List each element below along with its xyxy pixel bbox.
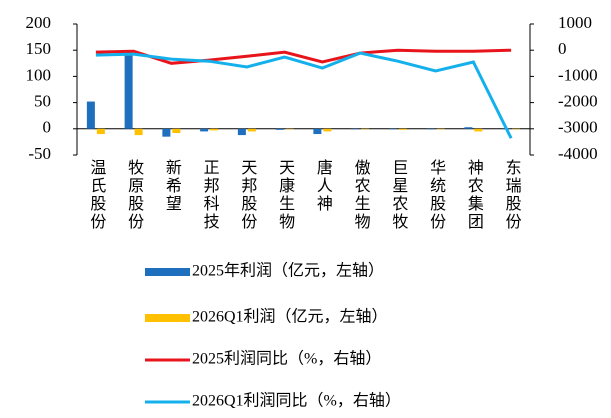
bar	[124, 50, 133, 129]
bar	[86, 101, 95, 129]
x-tick-label: 神农集团	[465, 159, 484, 231]
bar	[96, 128, 105, 135]
x-tick-label: 正邦科技	[201, 159, 220, 231]
bar	[426, 128, 435, 130]
bar	[162, 128, 171, 137]
legend-label: 2025利润同比（%，右轴）	[192, 350, 381, 368]
bar	[351, 128, 360, 130]
x-tick-label: 牧原股份	[125, 159, 144, 231]
x-tick-label: 华统股份	[427, 159, 446, 231]
y2-tick-label: -2000	[558, 92, 598, 111]
bar	[388, 128, 397, 130]
bar	[200, 128, 209, 132]
y-tick-label: 200	[26, 13, 52, 32]
line	[95, 51, 513, 139]
bar	[275, 128, 284, 130]
x-tick-label: 傲农生物	[352, 159, 371, 231]
y-tick-label: -50	[28, 144, 51, 163]
legend-label: 2026Q1利润（亿元，左轴）	[192, 308, 388, 326]
y2-tick-label: -4000	[558, 144, 598, 163]
bar	[237, 128, 246, 136]
bar	[474, 128, 483, 132]
y2-tick-label: -3000	[558, 118, 598, 137]
x-tick-label: 巨星农牧	[389, 159, 408, 231]
legend-label: 2026Q1利润同比（%，右轴）	[192, 392, 401, 410]
legend-label: 2025年利润（亿元，左轴）	[192, 262, 384, 280]
x-tick-label: 天康生物	[276, 159, 295, 231]
bar	[361, 128, 370, 130]
bar	[134, 128, 143, 136]
y-tick-label: 100	[26, 65, 52, 84]
y-tick-label: 50	[34, 92, 51, 111]
x-tick-label: 温氏股份	[87, 159, 106, 231]
bar	[436, 128, 445, 130]
y-tick-label: 0	[43, 118, 52, 137]
legend-swatch	[145, 268, 190, 276]
line	[95, 48, 512, 65]
y-tick-label: 150	[26, 39, 52, 58]
bar	[512, 128, 521, 130]
y2-tick-label: -1000	[558, 65, 598, 84]
x-tick-label: 东瑞股份	[503, 159, 522, 231]
x-tick-label: 唐人神	[314, 159, 333, 213]
x-tick-label: 天邦股份	[238, 159, 257, 231]
bar	[172, 128, 181, 133]
x-tick-label: 新希望	[163, 159, 182, 213]
bar	[398, 128, 407, 130]
bar	[313, 128, 322, 135]
y2-tick-label: 1000	[558, 13, 592, 32]
y2-tick-label: 0	[558, 39, 567, 58]
bar	[247, 128, 256, 132]
bar	[464, 127, 473, 129]
legend-swatch	[145, 314, 190, 322]
bar	[285, 128, 294, 130]
bar	[323, 128, 332, 132]
bar	[210, 128, 219, 131]
